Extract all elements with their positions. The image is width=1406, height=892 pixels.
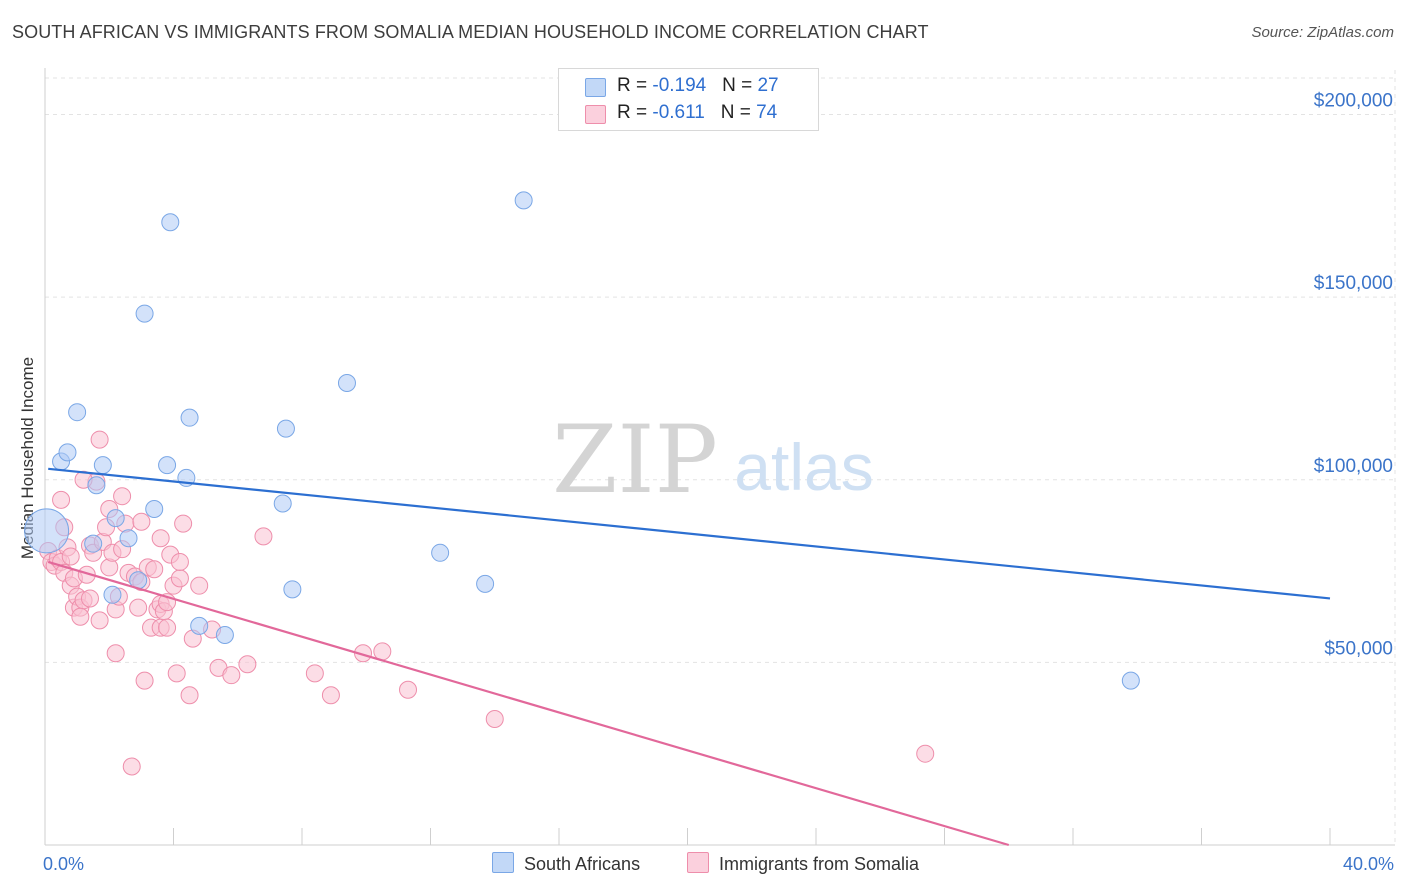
data-point-south-african: [190, 616, 209, 635]
legend-r-label: R =: [617, 102, 653, 123]
data-point-south-african: [106, 509, 125, 528]
legend-r-value: -0.194: [652, 75, 707, 96]
legend-n-label: N =: [720, 102, 757, 123]
data-point-somalia: [170, 569, 189, 588]
data-point-somalia: [190, 576, 209, 595]
chart-source: Source: ZipAtlas.com: [1251, 24, 1394, 41]
data-point-somalia: [167, 664, 186, 683]
data-point-south-african: [180, 408, 199, 427]
data-point-south-african: [514, 191, 533, 210]
data-point-somalia: [80, 589, 99, 608]
y-tick-label: $150,000: [1314, 273, 1393, 294]
data-point-somalia: [305, 664, 324, 683]
data-point-somalia: [132, 512, 151, 531]
data-point-somalia: [373, 642, 392, 661]
legend-item-south-africans: South Africans: [492, 852, 640, 878]
data-point-somalia: [52, 490, 71, 509]
data-point-somalia: [71, 607, 90, 626]
y-tick-label: $50,000: [1324, 638, 1393, 659]
data-point-south-african: [1121, 671, 1140, 690]
watermark-zip: ZIP: [552, 406, 718, 515]
data-point-south-african: [161, 213, 180, 232]
chart-title: SOUTH AFRICAN VS IMMIGRANTS FROM SOMALIA…: [12, 22, 929, 42]
data-point-south-african: [103, 585, 122, 604]
data-point-somalia: [145, 560, 164, 579]
legend-r-label: R =: [617, 75, 653, 96]
data-point-somalia: [113, 487, 132, 506]
legend-n-value: 74: [756, 102, 778, 123]
data-point-somalia: [254, 527, 273, 546]
data-point-south-african: [93, 456, 112, 475]
legend-r-value: -0.611: [652, 102, 705, 123]
watermark-atlas: atlas: [734, 430, 873, 504]
y-tick-label: $100,000: [1314, 456, 1393, 477]
tick-labels: $50,000 $100,000 $150,000 $200,000 0.0% 40.0%: [43, 91, 1394, 874]
data-point-south-african: [273, 494, 292, 513]
data-point-somalia: [135, 671, 154, 690]
data-point-somalia: [321, 686, 340, 705]
data-point-somalia: [90, 611, 109, 630]
data-point-somalia: [61, 547, 80, 566]
legend-label: South Africans: [524, 854, 641, 874]
data-point-south-african: [215, 625, 234, 644]
data-point-south-african: [58, 443, 77, 462]
data-point-somalia: [129, 598, 148, 617]
data-point-south-african: [135, 304, 154, 323]
data-point-somalia: [180, 686, 199, 705]
correlation-legend: R = -0.194 N = 27 R = -0.611 N = 74: [558, 68, 819, 131]
data-point-south-african: [431, 543, 450, 562]
data-point-south-african: [24, 508, 70, 554]
legend-swatch-blue: [585, 78, 606, 97]
data-point-south-african: [158, 456, 177, 475]
data-point-south-african: [87, 476, 106, 495]
data-point-somalia: [151, 529, 170, 548]
data-point-somalia: [90, 430, 109, 449]
data-point-somalia: [174, 514, 193, 533]
legend-swatch-blue: [492, 852, 514, 873]
series-south-africans: [24, 191, 1140, 690]
data-point-somalia: [399, 680, 418, 699]
data-point-south-african: [276, 419, 295, 438]
legend-swatch-pink: [687, 852, 709, 873]
data-point-somalia: [100, 558, 119, 577]
data-point-somalia: [122, 757, 141, 776]
x-tick-label-max: 40.0%: [1343, 854, 1394, 874]
legend-n-value: 27: [757, 75, 779, 96]
data-point-south-african: [283, 580, 302, 599]
y-tick-label: $200,000: [1314, 91, 1393, 112]
data-point-somalia: [106, 644, 125, 663]
data-point-south-african: [337, 373, 356, 392]
data-point-somalia: [222, 666, 241, 685]
data-point-somalia: [170, 552, 189, 571]
data-point-somalia: [238, 655, 257, 674]
data-point-somalia: [158, 618, 177, 637]
data-point-somalia: [485, 709, 504, 728]
grid-lines: [45, 70, 1396, 845]
legend-n-label: N =: [722, 75, 758, 96]
trend-line-somalia: [47, 560, 1010, 847]
x-tick-label-min: 0.0%: [43, 854, 84, 874]
data-point-south-african: [84, 534, 103, 553]
legend-label: Immigrants from Somalia: [719, 854, 920, 874]
data-point-south-african: [145, 499, 164, 518]
trend-line-south-africans: [48, 467, 1331, 600]
data-point-south-african: [68, 403, 87, 422]
data-point-south-african: [476, 574, 495, 593]
axes: [44, 68, 1395, 846]
trend-lines: [47, 467, 1331, 847]
legend-swatch-pink: [585, 105, 606, 124]
legend-item-somalia: Immigrants from Somalia: [687, 852, 919, 878]
data-point-somalia: [916, 744, 935, 763]
data-point-south-african: [119, 529, 138, 548]
